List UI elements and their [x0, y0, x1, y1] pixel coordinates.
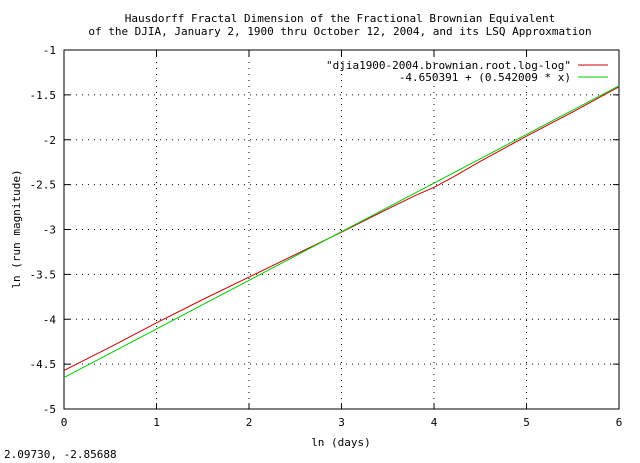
series-line-1 [63, 86, 620, 371]
series-line-2 [63, 85, 620, 379]
y-tick-label: -4 [43, 313, 57, 326]
axis-ticks: 0 1 2 3 4 5 6 -5 -4.5 -4 -3.5 -3 -2.5 -2 -1.5 -1 [30, 44, 623, 429]
x-tick-label: 5 [523, 416, 530, 429]
y-tick-label: -2.5 [30, 179, 57, 192]
mouse-coordinate-readout: 2.09730, -2.85688 [4, 448, 117, 461]
x-tick-label: 4 [431, 416, 438, 429]
x-tick-label: 1 [153, 416, 160, 429]
y-tick-label: -3.5 [30, 268, 57, 281]
legend: "djia1900-2004.brownian.root.log-log"-4.… [326, 59, 608, 84]
y-tick-label: -1.5 [30, 89, 57, 102]
series-group [63, 85, 620, 379]
chart-title-line-2: of the DJIA, January 2, 1900 thru Octobe… [88, 25, 591, 38]
legend-label-1: "djia1900-2004.brownian.root.log-log" [326, 59, 571, 72]
plot-frame [63, 49, 620, 410]
x-tick-label: 3 [338, 416, 345, 429]
x-tick-label: 0 [61, 416, 68, 429]
y-tick-label: -1 [43, 44, 56, 57]
y-tick-label: -4.5 [30, 358, 57, 371]
chart-title-line-1: Hausdorff Fractal Dimension of the Fract… [125, 12, 555, 25]
legend-label-2: -4.650391 + (0.542009 * x) [399, 71, 571, 84]
y-axis-label: ln (run magnitude) [10, 169, 23, 288]
y-tick-label: -2 [43, 134, 56, 147]
x-axis-label: ln (days) [311, 436, 371, 449]
y-tick-label: -3 [43, 224, 56, 237]
grid-lines [64, 50, 619, 409]
y-tick-label: -5 [43, 403, 56, 416]
x-tick-label: 6 [616, 416, 623, 429]
x-tick-label: 2 [246, 416, 253, 429]
